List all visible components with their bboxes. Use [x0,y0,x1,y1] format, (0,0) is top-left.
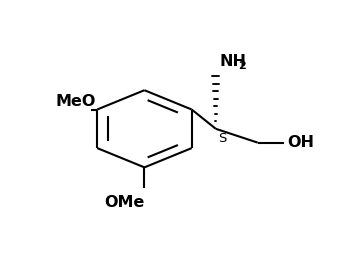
Text: 2: 2 [238,61,246,71]
Text: OMe: OMe [105,195,145,209]
Text: OH: OH [287,135,314,150]
Text: S: S [219,132,227,145]
Text: MeO: MeO [56,94,96,109]
Text: NH: NH [220,54,247,69]
